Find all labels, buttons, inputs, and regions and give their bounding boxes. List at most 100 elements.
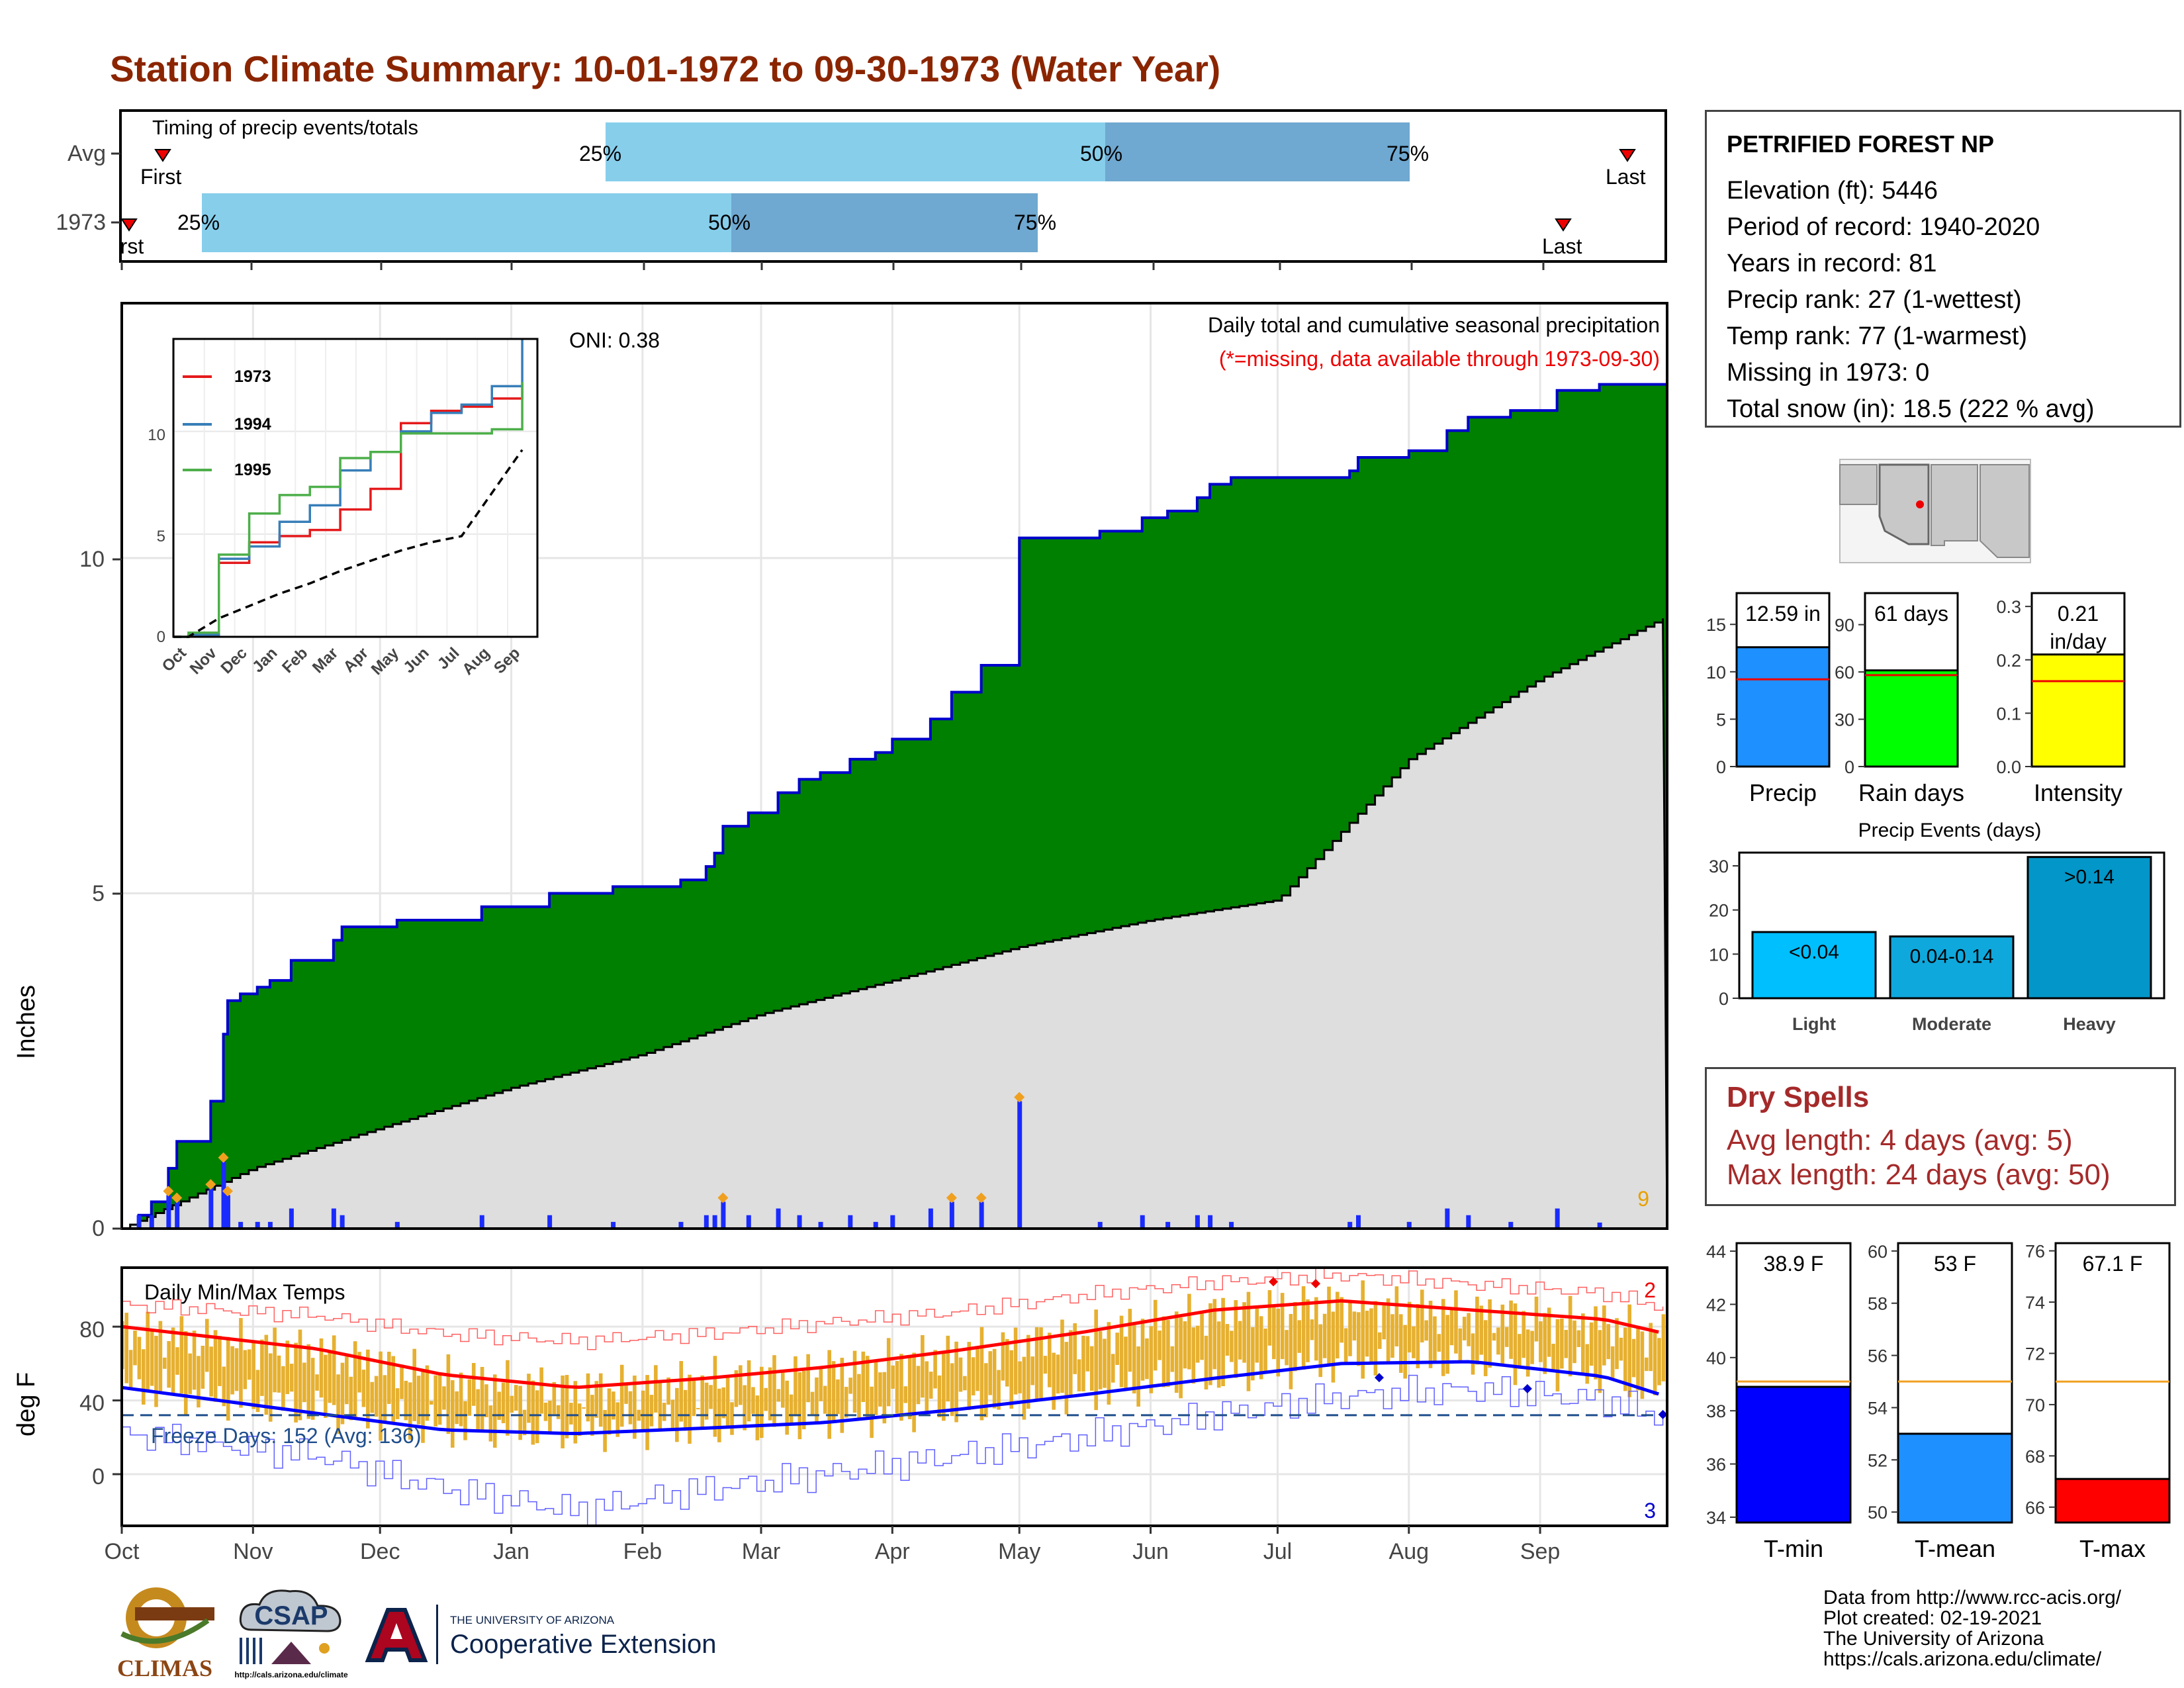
events-value-2: >0.14 [2064,867,2115,888]
tmin-summary-ticklabel-3: 40 [1706,1348,1726,1368]
temp-day-bar-228 [1085,1336,1090,1372]
daily-precip-bar-37 [1097,1221,1103,1229]
temp-day-bar-223 [1064,1342,1069,1415]
temp-day-bar-99 [539,1367,543,1414]
footer-url: https://cals.arizona.edu/climate/ [1823,1648,2102,1670]
temp-day-bar-201 [971,1357,976,1395]
map-region-west [1839,464,1878,505]
daily-precip-bar-10 [267,1221,273,1229]
station-missing: Missing in 1973: 0 [1727,359,1930,387]
temp-day-bar-235 [1115,1333,1119,1365]
temp-day-bar-26 [230,1346,234,1395]
temp-day-bar-191 [929,1372,933,1399]
temp-day-bar-68 [408,1382,412,1440]
daily-precip-bar-17 [479,1215,484,1229]
temp-day-bar-135 [692,1379,696,1417]
temp-day-bar-220 [1052,1352,1056,1410]
temp-day-bar-335 [1539,1321,1543,1362]
temp-day-bar-217 [1039,1327,1043,1399]
tmin-summary-label: T-min [1764,1535,1823,1562]
temp-day-bar-32 [255,1370,260,1413]
tmean-summary-ticklabel-1: 52 [1868,1450,1888,1470]
temp-day-bar-93 [514,1385,518,1411]
intensity-summary-ticklabel-1: 0.1 [1996,704,2021,724]
temp-day-bar-157 [785,1380,789,1435]
events-yticklabel-1: 10 [1709,945,1729,964]
temp-day-bar-268 [1255,1307,1259,1363]
ua-divider [436,1605,438,1664]
month-label-nov: Nov [233,1539,273,1564]
temp-day-bar-161 [801,1371,806,1430]
precip-summary-ticklabel-0: 0 [1716,757,1726,777]
dry-spells-title: Dry Spells [1727,1081,1870,1113]
temp-day-bar-29 [243,1350,248,1389]
temp-day-bar-304 [1407,1301,1412,1353]
precip-frame [120,302,1668,1230]
intensity-summary-unit: in/day [2050,630,2106,653]
temp-day-bar-239 [1132,1325,1136,1393]
temp-day-bar-137 [700,1375,705,1429]
tmean-summary-ticklabel-4: 58 [1868,1294,1888,1314]
temp-day-bar-267 [1251,1327,1255,1381]
temp-day-bar-344 [1576,1330,1581,1348]
temp-frame [120,1266,1668,1527]
location-map [1839,459,2031,563]
temp-day-bar-192 [933,1350,937,1389]
temp-day-bar-146 [739,1365,743,1405]
temp-day-bar-314 [1449,1309,1454,1346]
temp-day-bar-140 [713,1356,717,1437]
ua-logo[interactable]: THE UNIVERSITY OF ARIZONA Cooperative Ex… [360,1605,744,1664]
temp-day-bar-35 [268,1353,273,1422]
intensity-summary-ticklabel-3: 0.3 [1996,597,2021,617]
temp-day-bar-271 [1267,1289,1272,1346]
inset-legend-1994: 1994 [234,415,271,434]
temp-day-bar-74 [433,1375,437,1427]
temp-day-bar-72 [425,1365,430,1421]
temp-day-bar-84 [476,1389,480,1432]
temp-day-bar-67 [404,1380,408,1421]
dry-spells-avg: Avg length: 4 days (avg: 5) [1727,1124,2073,1156]
events-bar-moderate [1889,935,2015,1000]
temp-day-bar-13 [175,1347,179,1375]
temp-day-bar-3 [133,1330,137,1366]
temp-day-bar-153 [768,1367,772,1421]
temp-day-bar-318 [1467,1313,1471,1346]
yr-last-marker [1555,218,1572,232]
temp-day-bar-152 [764,1387,768,1411]
temp-day-bar-230 [1094,1309,1098,1411]
temp-day-bar-328 [1509,1300,1513,1359]
daily-precip-bar-41 [1208,1215,1213,1229]
temp-day-bar-302 [1398,1314,1403,1373]
temp-day-bar-71 [421,1370,425,1443]
precip-events-chart: Precip Events (days) 0 10 20 30 <0.04 Light 0.… [1709,820,2165,1034]
temp-day-bar-27 [234,1348,239,1391]
raindays-summary-label: Rain days [1858,779,1964,806]
climas-logo[interactable]: CLIMAS [109,1581,221,1681]
precip-summary-ticklabel-1: 5 [1716,710,1726,729]
month-axis: Oct Nov Dec Jan Feb Mar Apr May Jun Jul Aug Sep [105,1526,1560,1564]
yr-bar-50-75 [731,193,1038,252]
daily-precip-bar-50 [1466,1215,1471,1229]
precip-yticks [113,558,122,1230]
temp-day-bar-244 [1153,1299,1158,1371]
footer-university: The University of Arizona [1823,1628,2044,1650]
temp-day-bar-45 [310,1358,315,1420]
daily-precip-bar-46 [1356,1215,1361,1229]
temp-day-bar-55 [353,1341,357,1419]
tmin-summary-ticklabel-2: 38 [1706,1401,1726,1421]
daily-precip-bar-30 [873,1221,878,1229]
station-years: Years in record: 81 [1727,250,1937,277]
temp-day-bar-287 [1336,1291,1340,1359]
inset-line-average [173,449,523,638]
avg-bar-50-75 [1105,122,1410,181]
temp-day-bar-143 [725,1375,730,1427]
temp-day-bar-346 [1585,1344,1590,1384]
raindays-summary-ticklabel-1: 30 [1835,710,1854,730]
heavy-event-marker-7 [222,1186,233,1197]
temp-day-bar-332 [1525,1329,1530,1377]
daily-precip-bar-45 [1347,1221,1353,1229]
csap-logo[interactable]: CSAP http://cals.arizona.edu/climate [232,1582,351,1681]
intensity-summary-value: 0.21 [2058,602,2099,626]
temp-day-bar-222 [1060,1319,1064,1393]
temp-day-bar-285 [1327,1286,1331,1365]
